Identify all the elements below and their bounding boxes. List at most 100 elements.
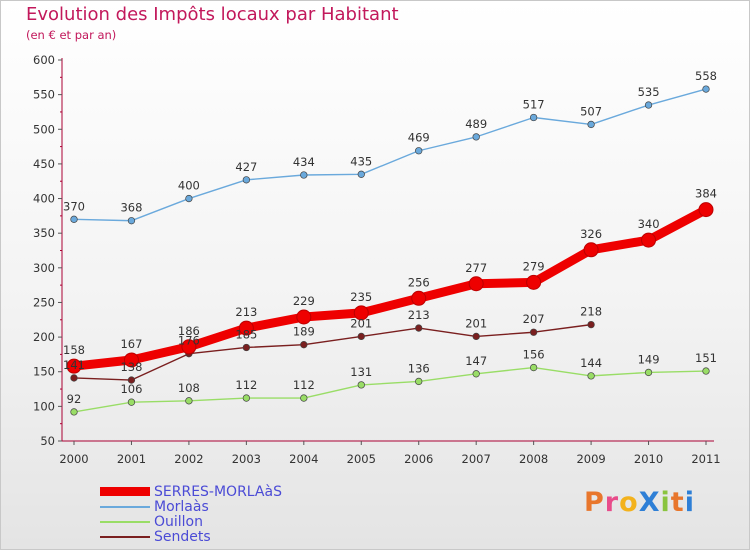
- data-label-1: 368: [120, 201, 142, 215]
- y-tick-label: 150: [33, 365, 55, 379]
- data-label-2: 144: [580, 356, 602, 370]
- data-label-2: 108: [178, 381, 200, 395]
- data-label-2: 106: [120, 382, 142, 396]
- data-point-1: [587, 120, 595, 129]
- data-point-0: [181, 339, 197, 355]
- y-tick-label: 350: [33, 226, 55, 240]
- legend-swatch-sendets: [100, 535, 150, 538]
- data-point-2: [357, 381, 365, 389]
- data-label-3: 141: [63, 358, 85, 372]
- data-label-1: 370: [63, 199, 85, 213]
- data-point-2: [415, 377, 423, 386]
- legend-label-serres: SERRES-MORLAàS: [154, 483, 282, 500]
- data-point-1: [185, 194, 193, 203]
- legend-item-morlaas: Morlaàs: [100, 498, 282, 515]
- data-point-3: [415, 324, 423, 332]
- data-point-2: [702, 367, 710, 375]
- data-label-1: 489: [465, 117, 487, 131]
- legend-item-ouillon: Ouillon: [100, 514, 282, 530]
- data-label-1: 400: [178, 179, 200, 193]
- legend-label-sendets: Sendets: [154, 528, 211, 545]
- data-label-0: 167: [120, 337, 142, 351]
- series-line-3: [73, 323, 592, 381]
- data-point-0: [468, 276, 484, 292]
- data-point-1: [415, 147, 423, 155]
- data-point-3: [472, 332, 480, 341]
- data-point-0: [526, 274, 542, 290]
- y-tick-label: 200: [33, 330, 55, 344]
- legend-label-morlaas: Morlaàs: [154, 498, 209, 515]
- y-tick-label: 250: [33, 295, 55, 309]
- x-tick-label: 2010: [634, 452, 663, 466]
- data-point-2: [185, 397, 193, 405]
- data-point-2: [242, 394, 251, 402]
- data-label-0: 213: [235, 305, 257, 319]
- data-point-1: [357, 170, 365, 178]
- data-label-1: 434: [293, 155, 315, 169]
- legend-swatch-serres: [100, 487, 150, 496]
- data-label-3: 201: [350, 316, 372, 330]
- data-point-3: [300, 341, 308, 349]
- data-label-2: 112: [235, 378, 257, 392]
- series-line-2: [73, 366, 707, 413]
- x-tick-label: 2006: [404, 452, 433, 466]
- legend-swatch-morlaas: [100, 505, 150, 508]
- x-tick-label: 2005: [347, 452, 376, 466]
- y-tick-label: 300: [33, 261, 55, 275]
- x-tick-label: 2007: [462, 452, 491, 466]
- chart-legend: SERRES-MORLAàS Morlaàs Ouillon Sendets: [100, 483, 282, 545]
- y-tick-label: 550: [33, 88, 55, 102]
- chart-title: Evolution des Impôts locaux par Habitant: [26, 4, 399, 25]
- data-label-1: 469: [408, 131, 430, 145]
- data-label-2: 131: [350, 365, 372, 379]
- data-point-3: [127, 376, 136, 384]
- data-point-1: [127, 217, 136, 225]
- data-point-0: [641, 232, 657, 248]
- data-point-1: [300, 171, 308, 179]
- data-label-3: 218: [580, 305, 602, 319]
- legend-item-sendets: Sendets: [100, 528, 282, 545]
- data-label-3: 176: [178, 334, 200, 348]
- data-point-1: [644, 101, 653, 109]
- data-label-1: 517: [523, 97, 545, 111]
- series-line-1: [73, 88, 707, 222]
- x-tick-label: 2004: [289, 452, 318, 466]
- data-label-1: 507: [580, 104, 602, 118]
- data-point-1: [472, 133, 480, 141]
- data-point-3: [242, 343, 251, 352]
- data-label-0: 235: [350, 290, 372, 304]
- legend-item-serres: SERRES-MORLAàS: [100, 483, 282, 500]
- data-label-0: 279: [523, 259, 545, 273]
- y-tick-label: 400: [33, 192, 55, 206]
- data-point-3: [70, 374, 78, 382]
- y-tick-label: 450: [33, 157, 55, 171]
- data-label-0: 186: [178, 324, 200, 338]
- x-tick-label: 2009: [576, 452, 605, 466]
- legend-swatch-ouillon: [100, 520, 150, 523]
- data-point-2: [529, 363, 538, 372]
- series-line-0: [69, 205, 711, 371]
- data-label-2: 147: [465, 354, 487, 368]
- data-point-1: [242, 176, 251, 184]
- x-tick-label: 2002: [174, 452, 203, 466]
- chart-subtitle: (en € et par an): [26, 28, 117, 42]
- x-tick-label: 2001: [117, 452, 146, 466]
- data-label-2: 151: [695, 351, 717, 365]
- data-point-0: [583, 242, 599, 258]
- data-label-0: 326: [580, 227, 602, 241]
- data-label-2: 156: [523, 348, 545, 362]
- data-point-2: [300, 394, 308, 402]
- data-label-1: 435: [350, 154, 372, 168]
- proxiti-logo: ProXiti: [584, 487, 695, 518]
- data-point-0: [353, 305, 369, 321]
- data-label-0: 256: [408, 275, 430, 289]
- data-point-3: [587, 320, 595, 329]
- data-label-3: 185: [235, 327, 257, 341]
- x-tick-label: 2011: [691, 452, 720, 466]
- x-tick-label: 2008: [519, 452, 548, 466]
- data-label-3: 138: [120, 360, 142, 374]
- data-label-1: 558: [695, 69, 717, 83]
- data-point-0: [238, 320, 254, 336]
- data-label-0: 229: [293, 294, 315, 308]
- data-label-0: 384: [695, 187, 717, 201]
